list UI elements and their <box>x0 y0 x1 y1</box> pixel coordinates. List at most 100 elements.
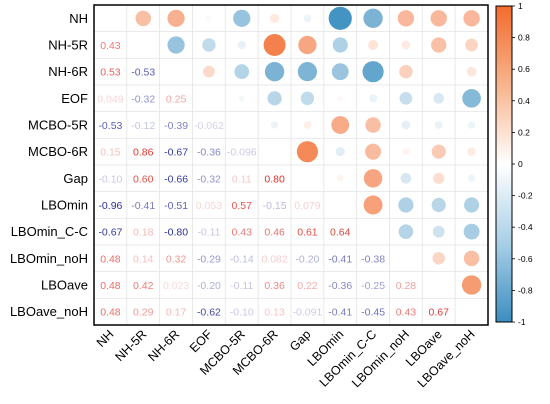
matrix-cells <box>93 4 489 326</box>
grid-cell <box>323 244 358 273</box>
corr-circle <box>303 121 312 129</box>
corr-value-label: -0.14 <box>230 253 254 265</box>
grid-cell <box>290 217 325 246</box>
matrix-frame <box>93 4 489 326</box>
grid-cell <box>323 297 358 326</box>
column-label: NH-5R <box>112 327 149 364</box>
corr-circle <box>267 91 282 106</box>
corr-value-label: 0.15 <box>100 147 121 159</box>
corr-value-label: -0.12 <box>131 120 155 132</box>
corr-value-label: -0.36 <box>197 147 221 159</box>
corr-circle <box>463 250 480 267</box>
corr-circle <box>463 223 480 240</box>
row-label: Gap <box>63 171 88 186</box>
corr-value-label: 0.29 <box>133 307 154 319</box>
corr-value-label: -0.45 <box>361 307 385 319</box>
corr-value-label: -0.10 <box>98 173 122 185</box>
grid-cell <box>159 297 193 326</box>
column-label: NH <box>94 327 117 350</box>
corr-circle <box>234 64 250 80</box>
corr-circle <box>402 148 410 156</box>
corr-circle <box>434 121 443 129</box>
grid-cell <box>389 244 423 273</box>
corr-circle <box>468 174 476 182</box>
grid-cell <box>454 297 489 326</box>
corr-circle <box>430 10 447 27</box>
row-label: MCBO-5R <box>28 118 88 133</box>
corr-value-label: 0.42 <box>133 280 154 292</box>
grid-cell <box>290 191 325 219</box>
corr-circle <box>303 14 312 23</box>
corr-circle <box>369 94 378 103</box>
grid-cell <box>224 297 259 326</box>
corr-circle <box>464 197 480 213</box>
corr-value-label: 0.80 <box>264 173 285 185</box>
corr-circle <box>331 63 349 81</box>
corr-circle <box>328 6 352 30</box>
corr-circle <box>363 8 383 29</box>
row-label: NH <box>69 11 88 26</box>
corr-value-label: -0.38 <box>361 253 385 265</box>
corr-value-label: -0.67 <box>98 227 122 239</box>
corr-circle <box>466 66 477 77</box>
grid-cell <box>389 297 423 326</box>
corr-circle <box>399 64 413 79</box>
grid-cell <box>389 271 423 299</box>
corr-value-label: 0.48 <box>100 253 121 265</box>
colorbar <box>495 5 513 323</box>
corr-circle <box>365 117 381 133</box>
grid-cell <box>323 191 358 219</box>
row-label: EOF <box>61 91 88 106</box>
corr-circle <box>263 34 286 56</box>
colorbar-tick-label: 0.2 <box>518 127 530 137</box>
corr-circle <box>365 143 382 160</box>
corr-value-label: -0.32 <box>131 93 155 105</box>
grid-cell <box>421 297 456 326</box>
corr-circle <box>363 169 383 188</box>
grid-cell <box>192 31 226 59</box>
grid-cell <box>126 164 161 193</box>
corr-value-label: 0.023 <box>163 280 189 292</box>
corr-value-label: 0.43 <box>232 227 253 239</box>
grid-cell <box>224 111 259 139</box>
corr-circle <box>206 15 212 21</box>
corr-circle <box>233 9 251 27</box>
colorbar-tick-label: -0.8 <box>518 285 533 295</box>
corr-value-label: 0.17 <box>166 307 187 319</box>
grid-cell <box>290 297 325 326</box>
corr-value-label: 0.61 <box>297 227 318 239</box>
grid-cell <box>192 244 226 273</box>
corr-value-label: -0.091 <box>293 307 323 319</box>
grid-cell <box>356 217 390 246</box>
grid-cell <box>224 191 259 219</box>
grid-cell <box>93 31 128 59</box>
grid-cell <box>93 164 128 193</box>
grid-cell <box>323 271 358 299</box>
colorbar-tick-label: 0.6 <box>518 64 530 74</box>
corr-circle <box>432 252 446 265</box>
row-label: LBOmin <box>41 198 88 213</box>
corr-circle <box>467 121 476 129</box>
corr-circle <box>463 10 480 27</box>
corr-circle <box>167 36 185 54</box>
corr-value-label: -0.53 <box>131 67 155 79</box>
corr-value-label: 0.48 <box>100 307 121 319</box>
corr-circle <box>337 95 343 102</box>
grid-cell <box>93 217 128 246</box>
corr-value-label: 0.053 <box>196 200 222 212</box>
corr-value-label: 0.43 <box>396 307 417 319</box>
corr-circle <box>431 144 446 159</box>
corr-value-label: 0.67 <box>429 307 450 319</box>
corr-circle <box>431 37 447 53</box>
corr-circle <box>461 275 482 295</box>
corr-circle <box>264 61 285 82</box>
column-label: EOF <box>187 327 215 355</box>
corr-value-label: 0.25 <box>166 93 187 105</box>
grid-cell <box>192 84 226 113</box>
grid-cell <box>323 217 358 246</box>
corr-value-label: -0.15 <box>263 200 287 212</box>
corr-value-label: 0.18 <box>133 227 154 239</box>
row-label: LBOave <box>41 278 88 293</box>
corr-value-label: 0.32 <box>166 253 187 265</box>
corr-value-label: 0.36 <box>264 280 285 292</box>
